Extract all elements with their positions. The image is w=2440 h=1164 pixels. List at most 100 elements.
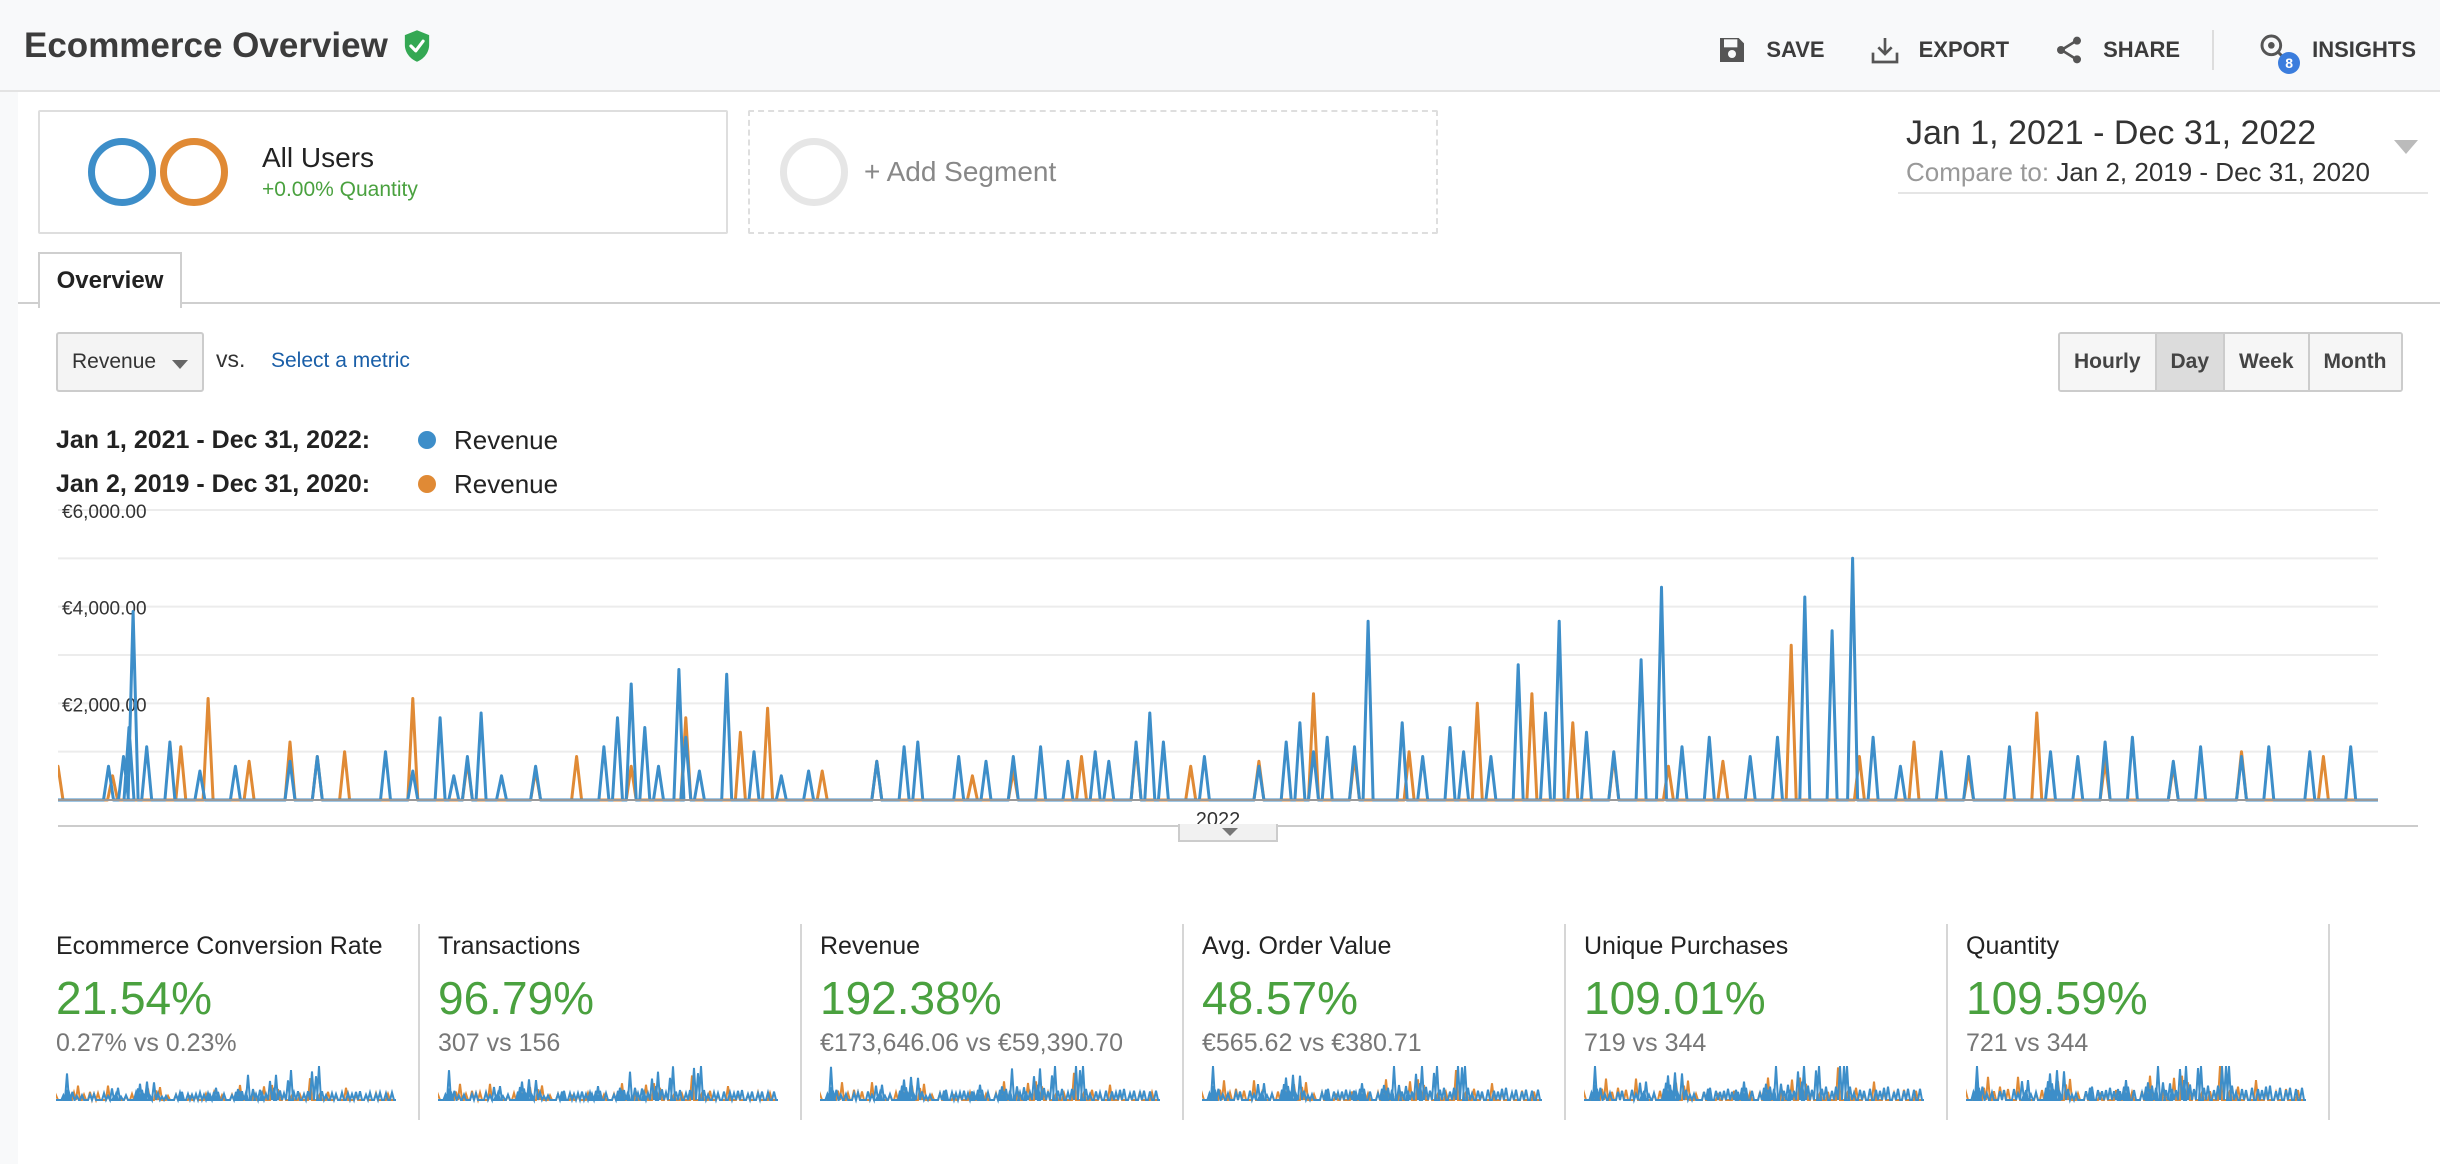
- metric-card[interactable]: Transactions 96.79% 307 vs 156: [420, 924, 802, 1120]
- export-label: EXPORT: [1918, 37, 2010, 62]
- metric-card[interactable]: Unique Purchases 109.01% 719 vs 344: [1566, 924, 1948, 1120]
- summary-metrics: Ecommerce Conversion Rate 21.54% 0.27% v…: [38, 924, 2330, 1120]
- legend-series: Revenue: [454, 468, 559, 499]
- y-tick-label: €2,000.00: [62, 695, 147, 716]
- metric-compare: 307 vs 156: [438, 1029, 561, 1057]
- metric-compare: €565.62 vs €380.71: [1202, 1029, 1422, 1057]
- sparkline: [438, 1065, 778, 1104]
- granularity-day-button[interactable]: Day: [2156, 334, 2226, 390]
- granularity-month-button[interactable]: Month: [2309, 334, 2401, 390]
- vs-label: vs.: [216, 346, 246, 372]
- metric-select[interactable]: Revenue: [56, 332, 204, 392]
- verified-shield-icon: [404, 30, 429, 62]
- segment-rings: [88, 138, 228, 206]
- sparkline-series: [820, 1065, 1160, 1104]
- add-segment-button[interactable]: + Add Segment: [748, 110, 1438, 234]
- legend-dot-icon: [418, 431, 436, 449]
- metric-card[interactable]: Ecommerce Conversion Rate 21.54% 0.27% v…: [38, 924, 420, 1120]
- save-icon: [1720, 38, 1745, 62]
- insights-icon: 8: [2258, 32, 2301, 74]
- select-metric-link[interactable]: Select a metric: [271, 349, 410, 372]
- export-icon: [1871, 38, 1898, 64]
- insights-badge: 8: [2278, 52, 2301, 74]
- granularity-toggle: Hourly Day Week Month: [2058, 332, 2403, 392]
- legend-series: Revenue: [454, 424, 559, 455]
- metric-change: 109.59%: [1966, 972, 2148, 1024]
- add-segment-ring-icon: [780, 138, 848, 206]
- metric-title: Revenue: [820, 932, 921, 960]
- date-range-main: Jan 1, 2021 - Dec 31, 2022: [1906, 114, 2317, 152]
- compare-value: Jan 2, 2019 - Dec 31, 2020: [2056, 157, 2370, 187]
- sparkline-series: [1202, 1065, 1542, 1104]
- sparkline: [1202, 1065, 1542, 1104]
- insights-label: INSIGHTS: [2312, 37, 2416, 62]
- metric-change: 21.54%: [56, 972, 213, 1024]
- header-divider: [2212, 30, 2215, 70]
- metric-compare: €173,646.06 vs €59,390.70: [820, 1029, 1124, 1057]
- share-label: SHARE: [2103, 37, 2181, 62]
- compare-label: Compare to:: [1906, 157, 2050, 187]
- report-body: All Users +0.00% Quantity + Add Segment …: [18, 92, 2440, 1164]
- metric-title: Quantity: [1966, 932, 2060, 960]
- page-title: Ecommerce Overview: [24, 26, 388, 65]
- y-tick-label: €6,000.00: [62, 502, 147, 523]
- chevron-down-icon: [2394, 140, 2418, 154]
- metric-compare: 721 vs 344: [1966, 1029, 2089, 1057]
- sparkline-series: [1584, 1065, 1924, 1104]
- save-label: SAVE: [1766, 37, 1825, 62]
- series-line-compare: [58, 643, 2378, 802]
- granularity-hourly-button[interactable]: Hourly: [2060, 334, 2157, 390]
- insights-button[interactable]: 8 INSIGHTS: [2258, 32, 2416, 74]
- date-range-picker[interactable]: Jan 1, 2021 - Dec 31, 2022 Compare to: J…: [1898, 114, 2428, 194]
- chart-expand-handle[interactable]: [1178, 824, 1278, 842]
- chart-legend: Jan 1, 2021 - Dec 31, 2022: Revenue Jan …: [56, 418, 558, 506]
- segment-ring-compare: [160, 138, 228, 206]
- metric-card[interactable]: Quantity 109.59% 721 vs 344: [1948, 924, 2330, 1120]
- legend-range: Jan 1, 2021 - Dec 31, 2022:: [56, 425, 371, 454]
- sparkline: [820, 1065, 1160, 1104]
- metric-select-value: Revenue: [72, 350, 157, 373]
- save-button[interactable]: SAVE: [1716, 34, 1825, 66]
- metric-title: Unique Purchases: [1584, 932, 1789, 960]
- date-range-compare: Compare to: Jan 2, 2019 - Dec 31, 2020: [1906, 157, 2428, 188]
- granularity-week-button[interactable]: Week: [2225, 334, 2310, 390]
- metric-compare: 0.27% vs 0.23%: [56, 1029, 237, 1057]
- legend-range: Jan 2, 2019 - Dec 31, 2020:: [56, 469, 371, 498]
- y-tick-label: €4,000.00: [62, 599, 147, 620]
- legend-row-primary: Jan 1, 2021 - Dec 31, 2022: Revenue: [56, 418, 558, 462]
- series-line-primary: [58, 556, 2378, 802]
- metric-title: Transactions: [438, 932, 581, 960]
- metric-change: 96.79%: [438, 972, 595, 1024]
- page-title-wrap: Ecommerce Overview: [24, 26, 432, 66]
- add-segment-label: + Add Segment: [864, 156, 1057, 187]
- segment-all-users[interactable]: All Users +0.00% Quantity: [38, 110, 728, 234]
- metric-card[interactable]: Revenue 192.38% €173,646.06 vs €59,390.7…: [802, 924, 1184, 1120]
- segment-sub: +0.00% Quantity: [262, 178, 418, 201]
- metric-change: 192.38%: [820, 972, 1002, 1024]
- legend-row-compare: Jan 2, 2019 - Dec 31, 2020: Revenue: [56, 462, 558, 506]
- header-actions: SAVE EXPORT SHARE 8 INSIGHTS: [1672, 24, 2416, 76]
- metric-change: 48.57%: [1202, 972, 1359, 1024]
- metric-change: 109.01%: [1584, 972, 1766, 1024]
- metric-compare: 719 vs 344: [1584, 1029, 1707, 1057]
- legend-dot-icon: [418, 475, 436, 493]
- caret-down-icon: [172, 360, 188, 369]
- report-tabs: Overview: [18, 252, 2440, 308]
- segment-ring-primary: [88, 138, 156, 206]
- metric-title: Ecommerce Conversion Rate: [56, 932, 383, 960]
- metric-title: Avg. Order Value: [1202, 932, 1392, 960]
- sparkline-series: [1966, 1065, 2306, 1104]
- sparkline-series: [438, 1065, 778, 1104]
- share-icon: [2057, 36, 2082, 64]
- sparkline: [1966, 1065, 2306, 1104]
- export-button[interactable]: EXPORT: [1869, 34, 2009, 66]
- segment-name: All Users: [262, 142, 375, 173]
- tab-overview[interactable]: Overview: [38, 252, 182, 308]
- metric-card[interactable]: Avg. Order Value 48.57% €565.62 vs €380.…: [1184, 924, 1566, 1120]
- sparkline: [56, 1065, 396, 1104]
- page-header: Ecommerce Overview SAVE EXPORT SHARE 8 I…: [0, 0, 2440, 92]
- sparkline: [1584, 1065, 1924, 1104]
- share-button[interactable]: SHARE: [2053, 34, 2180, 66]
- sparkline-series: [56, 1065, 396, 1104]
